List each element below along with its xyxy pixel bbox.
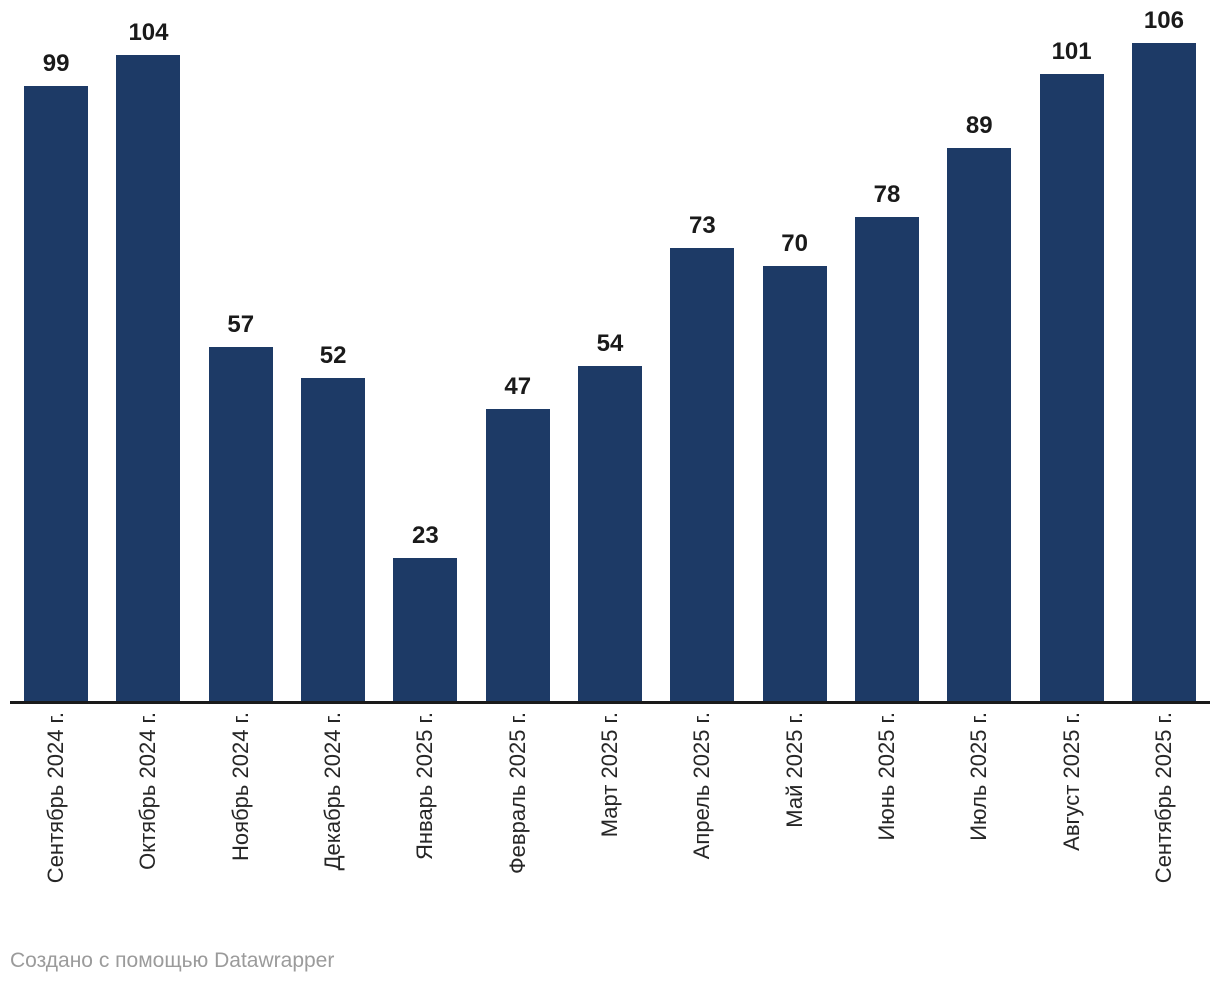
bar-slot: 101: [1025, 0, 1117, 701]
bar-value-label: 52: [319, 342, 347, 369]
x-tick-label: Март 2025 г.: [596, 712, 622, 838]
bar[interactable]: [854, 217, 919, 701]
x-tick-slot: Октябрь 2024 г.: [102, 712, 194, 912]
bar-value-label: 47: [504, 373, 532, 400]
x-tick-slot: Сентябрь 2024 г.: [10, 712, 102, 912]
x-tick-slot: Июнь 2025 г.: [841, 712, 933, 912]
bar-slot: 54: [564, 0, 656, 701]
bar-slot: 23: [379, 0, 471, 701]
bar[interactable]: [762, 266, 827, 701]
bar-slot: 89: [933, 0, 1025, 701]
bar-value-label: 78: [873, 181, 901, 208]
bar-value-label: 104: [128, 19, 169, 46]
x-tick-slot: Ноябрь 2024 г.: [195, 712, 287, 912]
bar-value-label: 54: [596, 330, 624, 357]
x-tick-label: Сентябрь 2024 г.: [43, 712, 69, 884]
x-tick-label: Сентябрь 2025 г.: [1150, 712, 1176, 884]
bar[interactable]: [393, 558, 458, 701]
bar[interactable]: [301, 378, 366, 701]
bar-value-label: 23: [412, 522, 439, 549]
x-tick-label: Ноябрь 2024 г.: [227, 712, 253, 861]
bar-slot: 52: [287, 0, 379, 701]
bar-slot: 99: [10, 0, 102, 701]
x-tick-label: Июль 2025 г.: [966, 712, 992, 841]
bar-value-label: 70: [781, 230, 808, 257]
bar[interactable]: [670, 248, 735, 701]
x-tick-label: Апрель 2025 г.: [689, 712, 715, 860]
bar-slot: 73: [656, 0, 748, 701]
bar-value-label: 101: [1051, 38, 1092, 65]
bar-value-label: 57: [227, 311, 255, 338]
x-tick-label: Октябрь 2024 г.: [135, 712, 161, 870]
x-tick-slot: Январь 2025 г.: [379, 712, 471, 912]
x-axis-baseline: [10, 701, 1210, 704]
bar[interactable]: [578, 366, 643, 701]
bar-slot: 104: [102, 0, 194, 701]
x-tick-slot: Сентябрь 2025 г.: [1118, 712, 1210, 912]
plot-area: 99 104 57 52 23 47 54 73 70 78 89 101 106: [10, 0, 1210, 701]
bar-value-label: 99: [42, 50, 70, 77]
bar-slot: 70: [749, 0, 841, 701]
datawrapper-attribution-link[interactable]: Создано с помощью Datawrapper: [10, 949, 335, 972]
x-tick-slot: Июль 2025 г.: [933, 712, 1025, 912]
x-tick-slot: Апрель 2025 г.: [656, 712, 748, 912]
bar-value-label: 106: [1143, 7, 1184, 34]
x-tick-slot: Февраль 2025 г.: [472, 712, 564, 912]
bar-value-label: 73: [688, 212, 716, 239]
bar-chart: 99 104 57 52 23 47 54 73 70 78 89 101 106 Сентябрь 2…: [0, 0, 1220, 912]
x-tick-label: Январь 2025 г.: [412, 712, 438, 861]
bar[interactable]: [24, 86, 89, 701]
x-tick-slot: Март 2025 г.: [564, 712, 656, 912]
x-axis-labels: Сентябрь 2024 г. Октябрь 2024 г. Ноябрь 20…: [0, 712, 1220, 912]
bar[interactable]: [485, 409, 550, 701]
bar-slot: 106: [1118, 0, 1210, 701]
bar[interactable]: [116, 55, 181, 701]
bar[interactable]: [208, 347, 273, 701]
bar-value-label: 89: [965, 112, 993, 139]
x-tick-label: Февраль 2025 г.: [504, 712, 530, 875]
bar-slot: 47: [472, 0, 564, 701]
x-tick-label: Июнь 2025 г.: [873, 712, 899, 841]
bar[interactable]: [1131, 43, 1196, 701]
bar[interactable]: [1039, 74, 1104, 701]
x-tick-label: Май 2025 г.: [781, 712, 807, 828]
x-tick-slot: Август 2025 г.: [1025, 712, 1117, 912]
x-tick-slot: Май 2025 г.: [749, 712, 841, 912]
x-tick-slot: Декабрь 2024 г.: [287, 712, 379, 912]
x-tick-label: Декабрь 2024 г.: [320, 712, 345, 871]
bar[interactable]: [947, 148, 1012, 701]
x-tick-label: Август 2025 г.: [1058, 712, 1084, 851]
bar-slot: 57: [195, 0, 287, 701]
bar-slot: 78: [841, 0, 933, 701]
